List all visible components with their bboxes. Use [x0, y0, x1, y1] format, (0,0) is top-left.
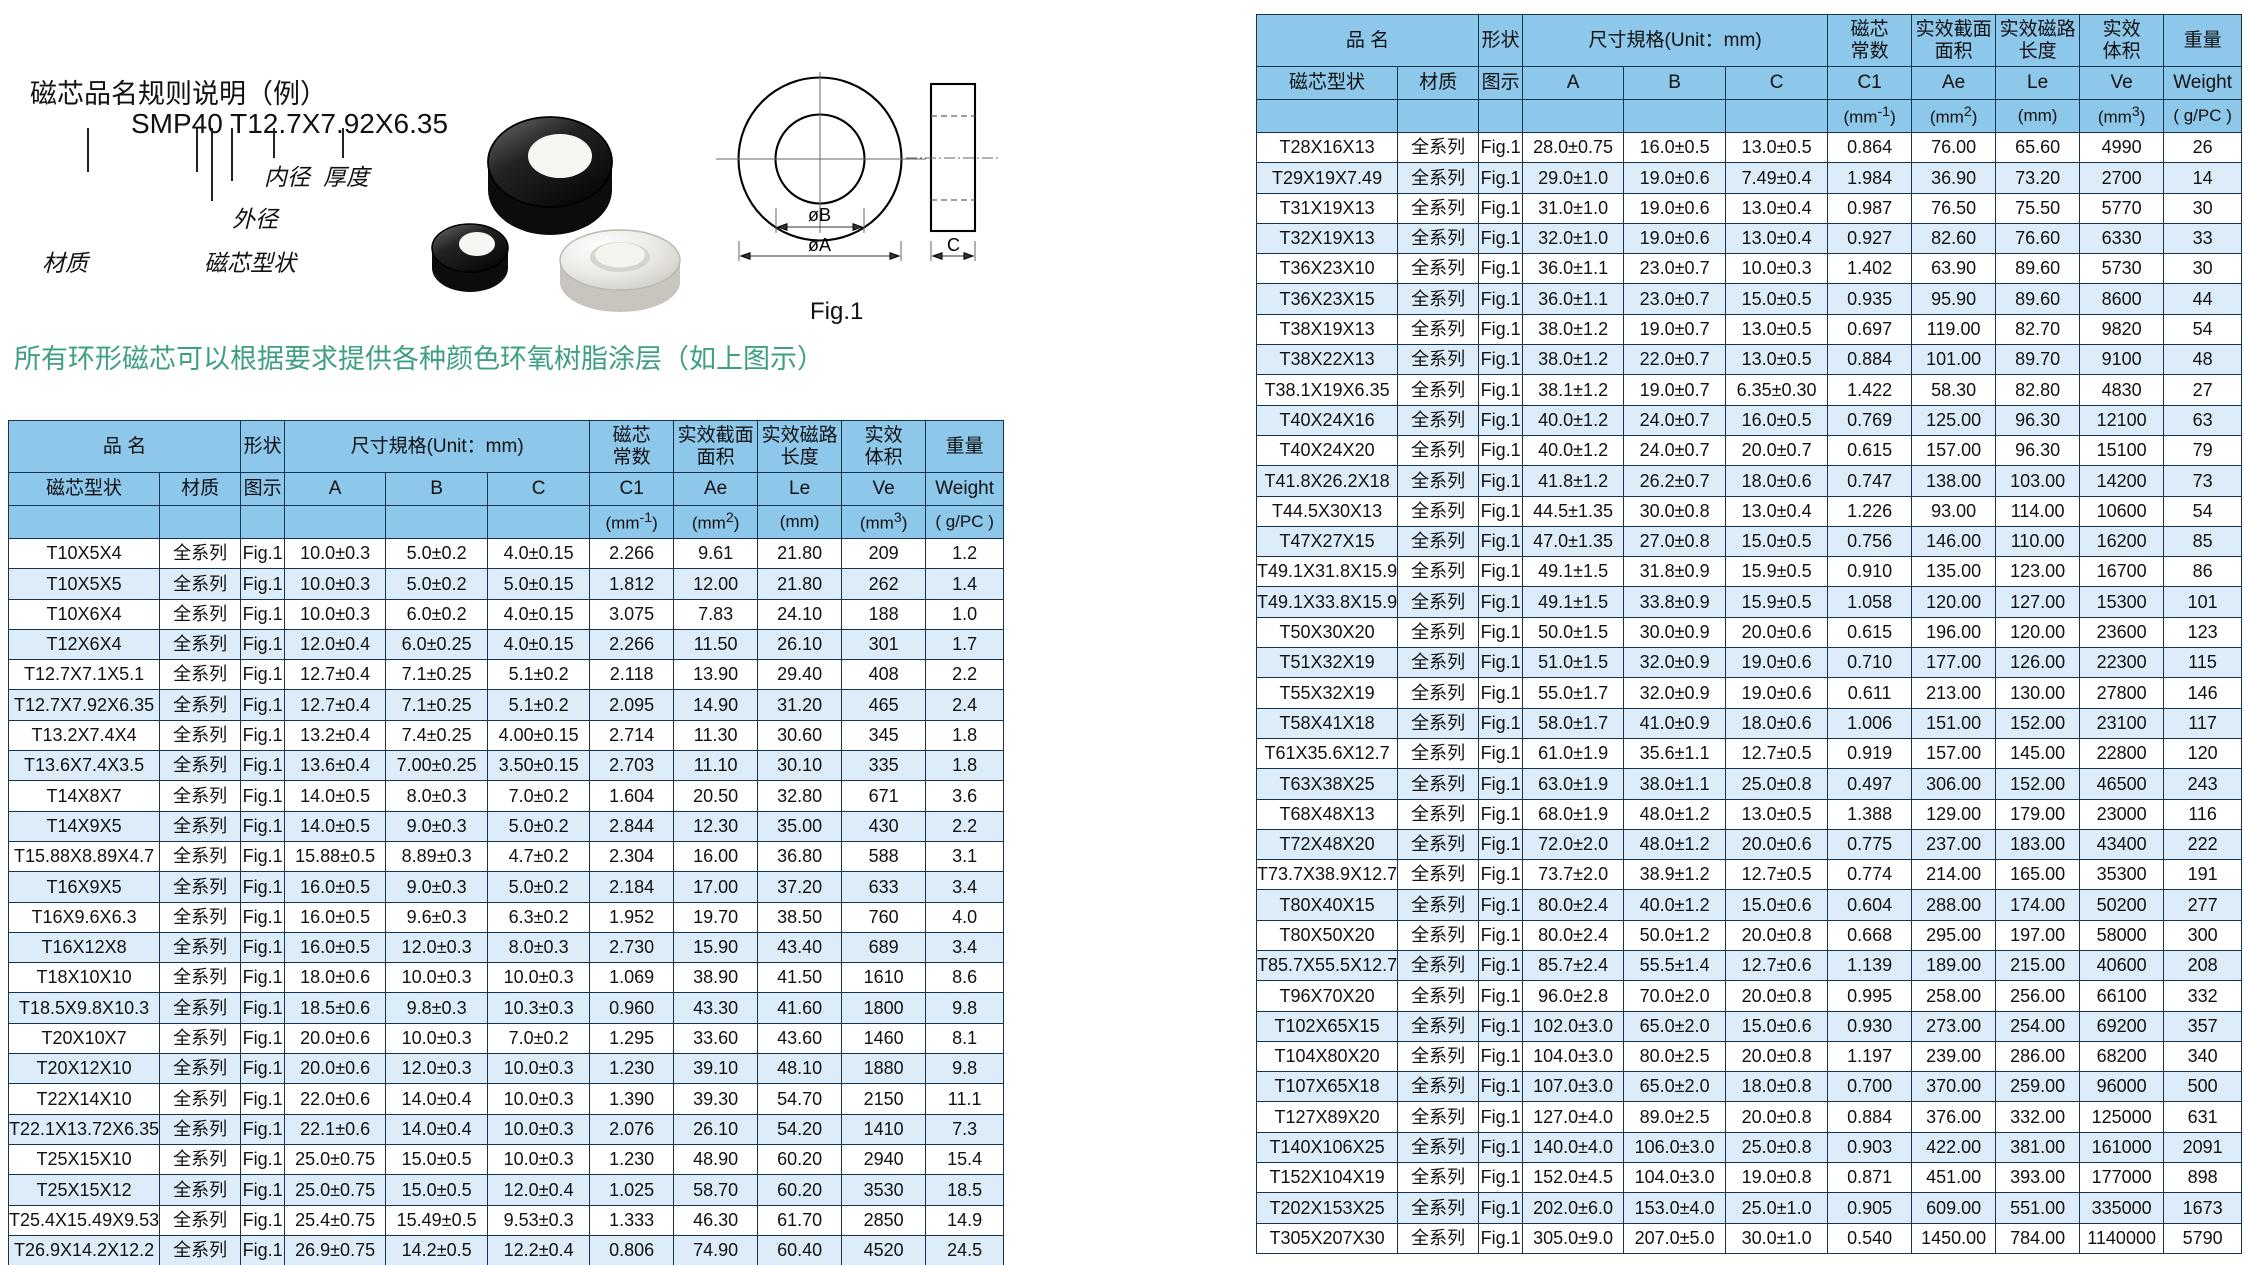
svg-text:C: C — [947, 235, 960, 255]
svg-text:øA: øA — [808, 235, 831, 255]
svg-text:øB: øB — [808, 205, 831, 225]
